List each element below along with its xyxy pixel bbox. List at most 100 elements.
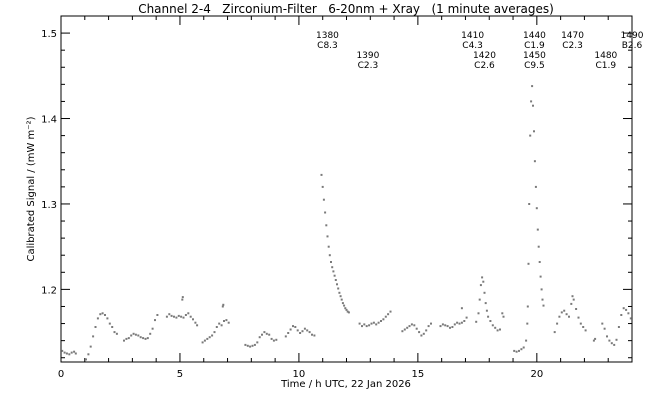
data-point — [363, 323, 366, 326]
data-point — [258, 336, 261, 339]
data-point — [203, 339, 206, 342]
data-point — [151, 327, 154, 330]
data-point — [308, 331, 311, 334]
data-point — [263, 331, 266, 334]
data-point — [73, 350, 76, 353]
data-point — [520, 348, 523, 351]
flare-class-label: C4.3 — [462, 41, 483, 51]
data-point — [372, 321, 375, 324]
data-point — [346, 310, 349, 313]
data-point — [265, 332, 268, 335]
data-point — [146, 337, 149, 340]
data-point — [341, 302, 344, 305]
data-point — [460, 307, 463, 310]
data-point — [592, 339, 595, 342]
data-point — [287, 332, 290, 334]
data-point — [451, 326, 454, 328]
data-point — [225, 319, 228, 322]
data-point — [526, 305, 529, 308]
data-point — [565, 313, 568, 316]
data-point — [115, 332, 118, 335]
data-point — [113, 331, 116, 334]
x-tick-label: 20 — [530, 369, 543, 380]
data-point — [94, 326, 97, 328]
flare-number-label: 1420 — [473, 51, 496, 61]
data-point — [403, 328, 406, 331]
data-point — [154, 319, 156, 322]
data-points — [61, 85, 632, 361]
data-point — [533, 160, 536, 163]
data-point — [215, 326, 218, 328]
data-point — [475, 320, 478, 323]
data-point — [541, 298, 544, 301]
data-point — [444, 324, 447, 327]
data-point — [130, 334, 133, 337]
data-point — [334, 279, 337, 281]
data-point — [340, 298, 343, 301]
data-point — [481, 276, 484, 279]
data-point — [106, 317, 109, 320]
data-point — [321, 185, 324, 188]
data-point — [284, 335, 287, 338]
data-point — [326, 235, 329, 238]
data-point — [181, 298, 184, 301]
data-point — [70, 351, 73, 354]
data-point — [165, 315, 168, 318]
flare-number-label: 1450 — [523, 51, 546, 61]
data-point — [460, 321, 463, 324]
data-point — [253, 343, 256, 346]
data-point — [487, 315, 490, 318]
data-point — [377, 321, 380, 324]
data-point — [101, 312, 104, 315]
data-point — [537, 245, 540, 248]
flare-number-label: 1410 — [461, 31, 484, 41]
data-point — [336, 283, 338, 286]
data-point — [127, 337, 130, 340]
data-point — [430, 322, 432, 325]
data-point — [125, 337, 128, 340]
data-point — [542, 304, 545, 307]
data-point — [536, 228, 539, 231]
flare-number-label: 1380 — [316, 31, 339, 41]
data-point — [538, 261, 541, 263]
y-axis-title: Calibrated Signal / (mW m⁻²) — [26, 116, 37, 261]
data-point — [375, 323, 378, 326]
data-point — [344, 307, 347, 310]
data-point — [324, 211, 327, 214]
data-point — [418, 331, 421, 334]
data-point — [620, 314, 623, 316]
data-point — [196, 324, 199, 327]
data-point — [303, 327, 306, 330]
data-point — [339, 295, 342, 298]
data-point — [313, 334, 316, 337]
data-point — [320, 173, 323, 176]
data-point — [221, 305, 224, 308]
data-point — [533, 130, 535, 133]
data-point — [534, 185, 537, 188]
data-point — [513, 349, 516, 352]
data-point — [570, 302, 573, 305]
data-point — [246, 344, 249, 347]
x-axis-title: Time / h UTC, 22 Jan 2026 — [280, 379, 411, 390]
flare-number-label: 1480 — [594, 51, 617, 61]
data-point — [531, 85, 534, 88]
data-point — [453, 323, 456, 326]
x-tick-label: 5 — [177, 369, 183, 380]
data-point — [613, 343, 616, 346]
data-point — [582, 326, 585, 328]
data-point — [575, 308, 578, 310]
data-point — [139, 336, 142, 339]
data-point — [325, 224, 328, 227]
data-point — [491, 324, 494, 327]
data-point — [222, 303, 225, 306]
data-point — [170, 314, 173, 317]
data-point — [410, 323, 413, 326]
data-point — [601, 322, 604, 325]
data-point — [427, 325, 430, 328]
data-point — [292, 325, 294, 328]
data-point — [275, 338, 278, 341]
data-point — [337, 287, 340, 290]
data-point — [173, 315, 175, 318]
data-point — [478, 298, 481, 301]
